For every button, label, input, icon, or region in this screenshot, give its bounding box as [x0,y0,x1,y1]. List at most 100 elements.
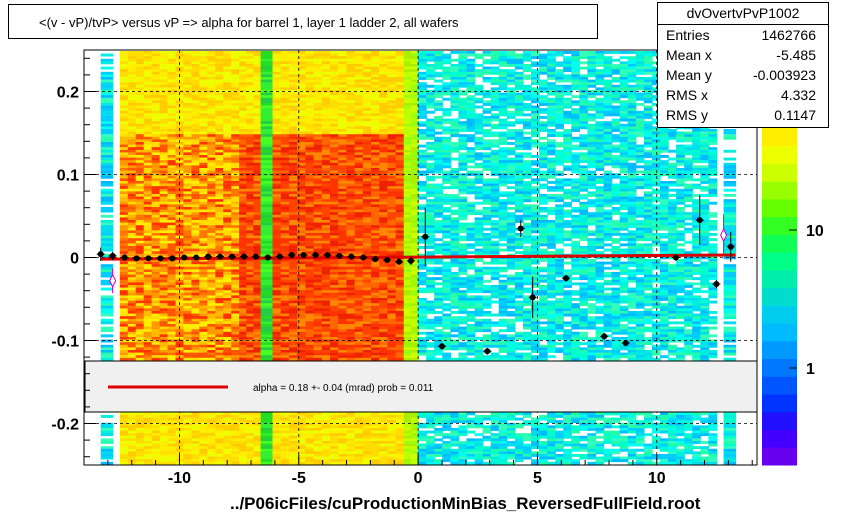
heatmap-cell [100,269,114,273]
heatmap-cell [297,438,306,442]
heatmap-cell [297,415,306,418]
heatmap-cell [175,324,185,327]
heatmap-cell [387,261,397,265]
heatmap-cell [239,235,247,239]
heatmap-cell [231,97,240,101]
heatmap-cell [253,173,262,177]
heatmap-cell [313,279,323,283]
heatmap-cell [379,324,388,327]
heatmap-cell [246,350,255,353]
heatmap-cell [272,446,282,450]
heatmap-cell [297,212,306,216]
heatmap-cell [183,74,192,78]
heatmap-cell [143,116,153,119]
heatmap-cell [143,188,153,192]
heatmap-cell [379,129,388,132]
heatmap-cell [253,292,262,296]
heatmap-cell [143,79,153,83]
heatmap-cell [305,183,315,187]
heatmap-cell [119,417,129,421]
heatmap-cell [313,79,323,83]
heatmap-cell [167,290,177,294]
heatmap-cell [191,175,200,179]
heatmap-cell [387,428,397,431]
heatmap-cell [387,222,397,226]
heatmap-cell [143,181,153,184]
heatmap-cell [215,248,224,252]
heatmap-cell [321,149,331,153]
heatmap-cell [175,64,185,67]
heatmap-cell [135,240,145,244]
heatmap-cell [151,454,161,457]
heatmap-cell [395,428,405,431]
heatmap-cell [379,136,388,140]
heatmap-cell [313,61,323,65]
heatmap-cell [272,448,282,452]
heatmap-cell [371,269,380,273]
heatmap-cell [175,214,185,218]
heatmap-cell [354,217,364,221]
heatmap-cell [135,412,145,416]
heatmap-cell [246,251,255,255]
heatmap-cell [371,412,380,416]
heatmap-cell [354,64,364,67]
heatmap-cell [272,53,282,57]
heatmap-cell [231,451,240,455]
heatmap-cell [272,451,282,455]
heatmap-cell [151,58,161,62]
heatmap-cell [127,443,137,447]
heatmap-cell [280,165,290,169]
heatmap-cell [313,69,323,73]
heatmap-cell [346,214,356,218]
heatmap-cell [135,290,145,294]
heatmap-cell [354,121,364,125]
heatmap-cell [215,199,224,203]
heatmap-cell [127,334,137,338]
heatmap-cell [239,259,247,262]
heatmap-cell [272,430,282,434]
heatmap-cell [135,51,145,54]
heatmap-cell [239,412,247,416]
heatmap-cell [362,204,372,208]
heatmap-cell [151,108,161,112]
heatmap-cell [183,108,192,112]
heatmap-cell [191,116,200,119]
heatmap-cell [159,105,169,109]
heatmap-cell [330,287,339,291]
heatmap-cell [395,201,405,205]
heatmap-cell [207,131,216,135]
heatmap-cell [159,123,169,127]
heatmap-cell [143,142,153,145]
heatmap-cell [175,149,185,153]
heatmap-cell [288,225,298,229]
heatmap-cell [305,71,315,75]
heatmap-cell [371,248,380,252]
heatmap-cell [280,246,290,249]
heatmap-cell [354,77,364,80]
heatmap-cell [297,329,306,333]
heatmap-cell [371,113,380,117]
heatmap-cell [305,337,315,340]
heatmap-cell [143,435,153,439]
heatmap-cell [362,201,372,205]
heatmap-cell [183,103,192,106]
heatmap-cell [159,350,169,353]
heatmap-cell [330,113,339,117]
heatmap-cell [305,160,315,164]
heatmap-cell [387,337,397,340]
heatmap-cell [321,64,331,67]
heatmap-cell [151,95,161,99]
heatmap-cell [223,259,232,262]
heatmap-cell [330,162,339,166]
heatmap-cell [354,225,364,229]
heatmap-cell [338,259,347,262]
heatmap-cell [272,287,282,291]
heatmap-cell [330,183,339,187]
heatmap-cell [223,316,232,320]
heatmap-cell [159,196,169,200]
heatmap-cell [246,77,255,80]
heatmap-cell [223,201,232,205]
heatmap-cell [167,438,177,442]
heatmap-cell [159,178,169,182]
heatmap-cell [362,64,372,67]
